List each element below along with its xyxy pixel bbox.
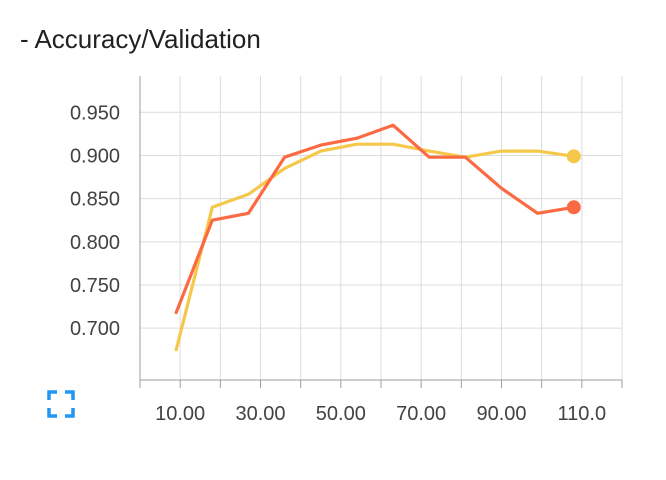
x-tick-label: 10.00 (155, 403, 205, 425)
x-tick-label: 70.00 (396, 403, 446, 425)
chart-axes (139, 76, 623, 388)
chart-title: - Accuracy/Validation (20, 24, 261, 54)
x-tick-label: 110.0 (558, 403, 607, 425)
y-tick-label: 0.850 (70, 189, 120, 211)
x-tick-label: 30.00 (235, 403, 285, 425)
y-tick-label: 0.700 (70, 318, 120, 340)
fullscreen-expand-button[interactable] (47, 390, 75, 418)
y-tick-label: 0.750 (70, 275, 120, 297)
chart-grid (139, 76, 623, 380)
y-tick-label: 0.950 (70, 102, 120, 124)
y-tick-label: 0.800 (70, 232, 120, 254)
series-end-marker-2[interactable] (566, 200, 581, 215)
series-line-2 (174, 123, 576, 315)
y-tick-label: 0.900 (70, 145, 120, 167)
fullscreen-expand-icon (47, 390, 75, 418)
x-tick-label: 50.00 (316, 403, 366, 425)
chart-tick-labels: 0.700 0.750 0.800 0.850 0.900 0.950 10.00 30.00… (70, 102, 606, 425)
series-line-1 (174, 142, 576, 352)
series-end-marker-1[interactable] (566, 149, 581, 164)
x-tick-label: 90.00 (476, 403, 526, 425)
chart-series (174, 123, 581, 352)
